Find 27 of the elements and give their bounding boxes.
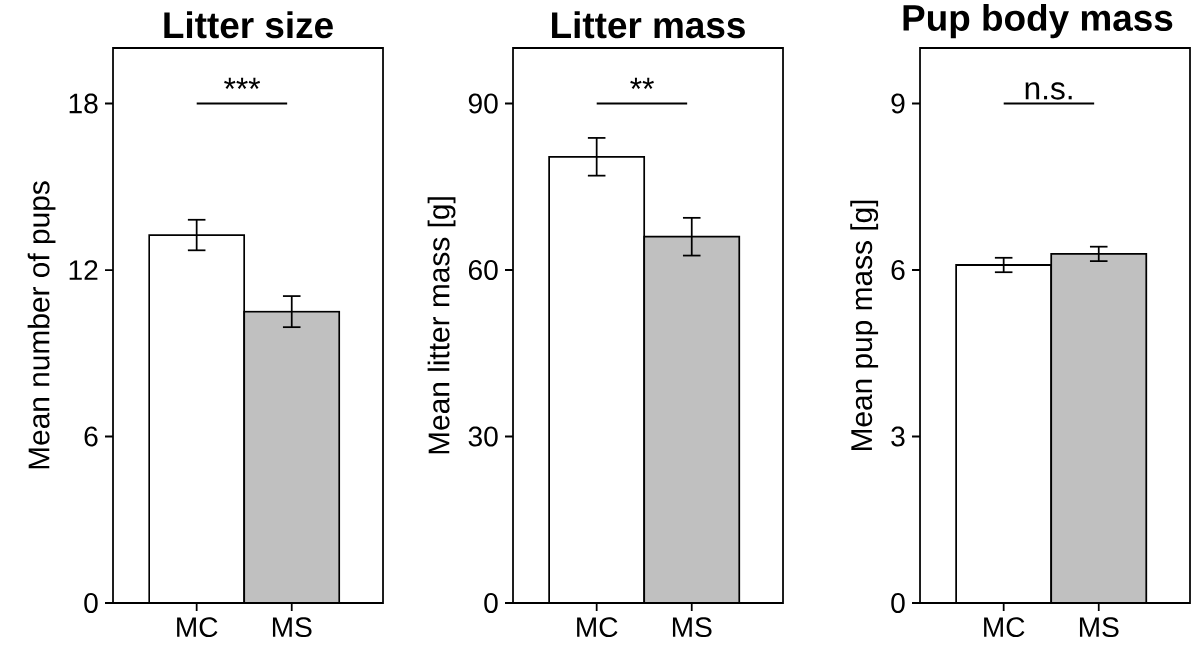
- x-tick-label: MC: [577, 617, 618, 638]
- y-tick-label: 3: [891, 426, 905, 447]
- y-tick-label: 0: [484, 593, 498, 613]
- y-tick-label: 9: [891, 93, 905, 114]
- y-tick-label: 90: [468, 93, 498, 114]
- x-tick-label: MC: [984, 617, 1025, 638]
- y-tick-label: 30: [468, 426, 498, 447]
- annotation: n.s.: [1025, 82, 1072, 100]
- x-tick-label: MC: [177, 617, 218, 638]
- y-axis-title: Mean litter mass [g]: [427, 197, 456, 454]
- y-tick-label: 6: [84, 426, 98, 447]
- y-tick-label: 6: [891, 260, 905, 280]
- x-tick-label: MS: [272, 617, 312, 638]
- y-axis-title: Mean pup mass [g]: [850, 200, 879, 451]
- x-tick-label: MS: [1079, 617, 1119, 638]
- y-tick-label: 0: [891, 593, 905, 613]
- chart-title: Litter size: [164, 11, 333, 39]
- y-tick-label: 12: [69, 260, 98, 280]
- y-axis-title: Mean number of pups: [27, 181, 56, 469]
- y-tick-label: 0: [84, 593, 98, 613]
- x-tick-label: MS: [672, 617, 712, 638]
- chart-title: Litter mass: [552, 11, 745, 39]
- y-tick-label: 60: [468, 260, 498, 280]
- y-tick-label: 18: [69, 93, 98, 114]
- annotation: ***: [224, 77, 261, 89]
- annotation: **: [630, 77, 654, 89]
- chart-title: Pup body mass: [903, 3, 1173, 39]
